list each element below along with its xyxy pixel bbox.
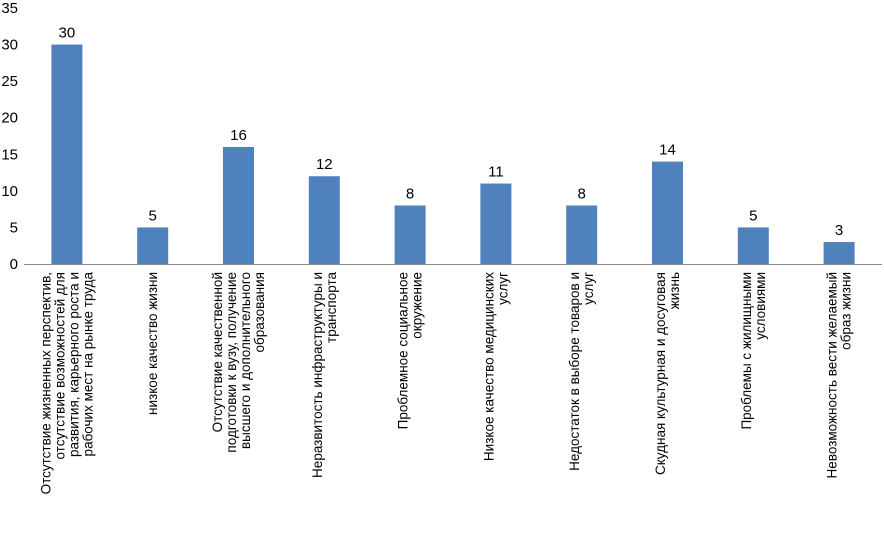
category-label-line: рабочих мест на рынке труда xyxy=(80,272,95,457)
y-tick-label: 20 xyxy=(1,110,18,127)
category-label-line: Невозможность вести желаемый xyxy=(825,272,840,478)
bar xyxy=(480,183,512,264)
bar xyxy=(223,146,254,264)
category-label-line: жизнь xyxy=(667,272,682,309)
bar xyxy=(737,227,769,264)
data-label: 8 xyxy=(406,185,414,202)
category-label: Скудная культурная и досуговаяжизнь xyxy=(653,272,682,475)
bar xyxy=(566,205,598,264)
category-label: Неразвитость инфраструктуры итранспорта xyxy=(310,272,339,478)
category-label-line: Отсутствие качественной xyxy=(210,272,225,432)
y-tick-label: 5 xyxy=(10,219,18,236)
data-label: 30 xyxy=(59,25,76,42)
bar xyxy=(652,161,683,264)
y-tick-label: 30 xyxy=(1,37,18,54)
data-labels: 30 5 16 12 8 11 8 14 5 3 xyxy=(59,25,844,239)
category-label-line: Отсутствие жизненных перспектив, xyxy=(38,272,53,494)
category-label: Невозможность вести желаемыйобраз жизни xyxy=(825,272,854,478)
y-tick-label: 25 xyxy=(1,73,18,90)
category-label-line: низкое качество жизни xyxy=(145,272,160,415)
category-label-line: образования xyxy=(252,272,267,353)
bars xyxy=(51,44,855,265)
category-label-line: Проблемы с жилищными xyxy=(739,272,754,430)
category-label-line: Неразвитость инфраструктуры и xyxy=(310,272,325,478)
category-label-line: услуг xyxy=(581,272,596,305)
data-label: 5 xyxy=(149,207,157,224)
category-label-line: Скудная культурная и досуговая xyxy=(653,272,668,475)
y-tick-label: 35 xyxy=(1,0,18,17)
category-label-line: Низкое качество медицинских xyxy=(481,272,496,461)
category-label-line: транспорта xyxy=(324,272,339,343)
category-label-line: отсутствие возможностей для xyxy=(52,272,67,460)
category-label: Проблемное социальноеокружение xyxy=(396,272,425,429)
category-label-line: подготовки к вузу, получение xyxy=(224,272,239,453)
category-label-line: Недостаток в выборе товаров и xyxy=(567,272,582,471)
category-label-line: окружение xyxy=(410,272,425,339)
data-label: 5 xyxy=(749,207,757,224)
data-label: 14 xyxy=(659,142,676,159)
category-label: Отсутствие жизненных перспектив,отсутств… xyxy=(38,272,95,495)
bar xyxy=(823,242,855,264)
category-label: Низкое качество медицинскихуслуг xyxy=(481,272,510,461)
category-label-line: условиями xyxy=(753,272,768,340)
data-label: 11 xyxy=(488,164,504,181)
category-labels: Отсутствие жизненных перспектив,отсутств… xyxy=(38,272,853,495)
bar xyxy=(51,44,83,265)
category-label: низкое качество жизни xyxy=(145,272,160,415)
category-label: Проблемы с жилищнымиусловиями xyxy=(739,272,768,430)
bar xyxy=(137,227,169,264)
data-label: 16 xyxy=(230,127,247,144)
y-tick-label: 0 xyxy=(10,256,18,273)
data-label: 3 xyxy=(835,222,843,239)
category-label-line: Проблемное социальное xyxy=(396,272,411,429)
data-label: 8 xyxy=(578,185,586,202)
data-label: 12 xyxy=(316,156,333,173)
category-label-line: образ жизни xyxy=(839,272,854,350)
category-label-line: услуг xyxy=(495,272,510,305)
bar xyxy=(308,176,340,264)
category-label: Отсутствие качественнойподготовки к вузу… xyxy=(210,272,267,453)
y-tick-label: 15 xyxy=(1,146,18,163)
category-label: Недостаток в выборе товаров иуслуг xyxy=(567,272,596,471)
y-axis: 0 5 10 15 20 25 30 35 xyxy=(1,0,18,273)
y-tick-label: 10 xyxy=(1,183,18,200)
category-label-line: развития, карьерного роста и xyxy=(66,272,81,457)
category-label-line: высшего и дополнительного xyxy=(238,272,253,449)
bar xyxy=(394,205,426,264)
